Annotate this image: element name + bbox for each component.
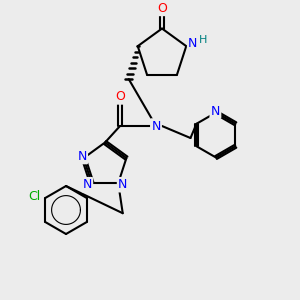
Text: N: N (188, 37, 197, 50)
Text: N: N (211, 104, 220, 118)
Text: N: N (118, 178, 128, 191)
Text: N: N (151, 119, 161, 133)
Text: O: O (115, 90, 125, 104)
Text: Cl: Cl (28, 190, 41, 203)
Text: N: N (77, 150, 87, 163)
Text: H: H (199, 34, 207, 44)
Text: N: N (82, 178, 92, 191)
Text: O: O (157, 2, 167, 15)
